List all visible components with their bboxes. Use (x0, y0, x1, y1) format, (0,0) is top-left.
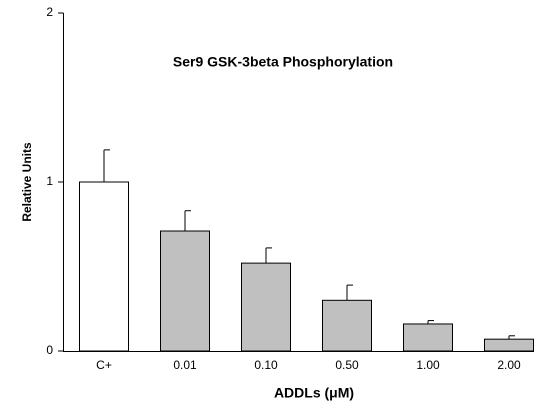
y-tick-label: 0 (46, 343, 53, 357)
y-axis-label: Relative Units (20, 142, 34, 222)
x-tick-label: 1.00 (416, 358, 440, 372)
y-tick-label: 1 (46, 174, 53, 188)
x-tick-label: C+ (96, 358, 112, 372)
bar (322, 299, 372, 352)
chart-title: Ser9 GSK-3beta Phosphorylation (173, 54, 393, 70)
bar (484, 338, 534, 352)
bar (79, 181, 129, 352)
x-tick-label: 0.50 (335, 358, 359, 372)
bar (241, 262, 291, 352)
x-tick-label: 2.00 (497, 358, 521, 372)
y-tick-label: 2 (46, 5, 53, 19)
x-tick-label: 0.10 (254, 358, 278, 372)
bar (160, 230, 210, 352)
x-tick-label: 0.01 (173, 358, 197, 372)
bar (403, 323, 453, 352)
x-axis-label: ADDLs (μM) (274, 385, 354, 401)
